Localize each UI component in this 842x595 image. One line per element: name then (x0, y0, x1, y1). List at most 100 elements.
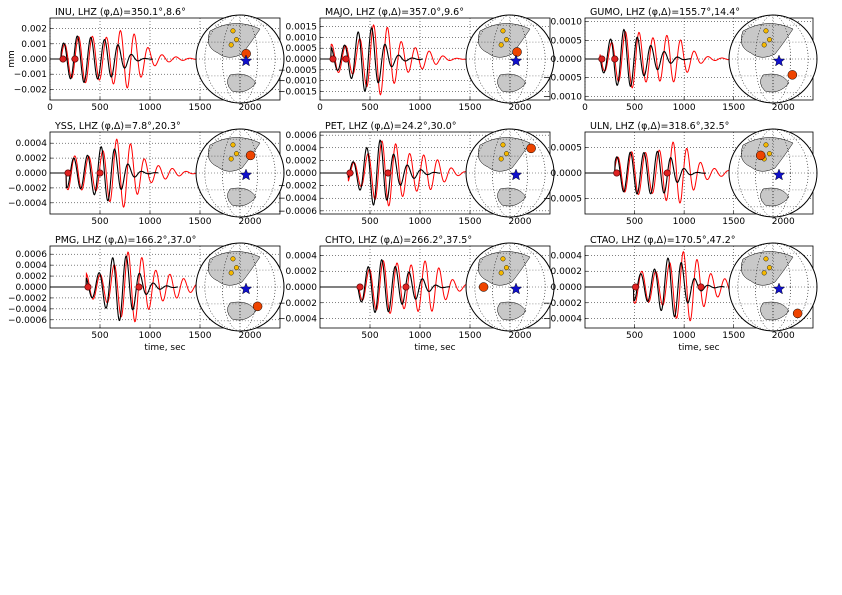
station-marker (526, 143, 536, 154)
y-tick-label: 0.0005 (551, 36, 583, 46)
x-tick-label: 1500 (459, 217, 482, 227)
epicenter-star (239, 282, 253, 295)
station-marker (252, 301, 263, 312)
y-tick-label: 0.0002 (16, 154, 48, 164)
globe-inset (465, 128, 555, 218)
y-tick-label: −0.0002 (8, 184, 47, 194)
phase-marker (632, 283, 640, 291)
x-tick-label: 2000 (509, 217, 532, 227)
station-dot (230, 142, 236, 148)
phase-marker (346, 169, 354, 177)
y-tick-label: −0.0005 (278, 66, 317, 76)
y-tick-label: −0.0004 (8, 305, 47, 315)
panel-chto: 500 1000 1500 2000 0.0004 0.0002 0.0000 −0.0002… (278, 235, 555, 353)
station-marker (512, 47, 522, 57)
panel-title: INU, LHZ (φ,Δ)=350.1°,8.6° (55, 7, 186, 18)
x-axis-label: time, sec (678, 343, 719, 353)
australia-land (227, 73, 257, 93)
x-tick-label: 2000 (772, 331, 795, 341)
station-dot (763, 28, 769, 34)
panel-pmg: 500 1000 1500 20000.00060.00040.00020.0000−… (8, 235, 285, 353)
x-tick-label: 1500 (459, 103, 482, 113)
y-tick-label: −0.0006 (278, 207, 317, 217)
station-dot (763, 142, 769, 148)
x-tick-label: 1000 (139, 103, 162, 113)
phase-marker (697, 283, 705, 291)
x-tick-label: 500 (626, 217, 643, 227)
panel-majo: 0 500 1000 1500 2000 0.00150.00100.00050.0000… (278, 7, 555, 113)
panel-title: CTAO, LHZ (φ,Δ)=170.5°,47.2° (590, 235, 736, 246)
station-dot (228, 156, 234, 162)
x-tick-label: 1500 (722, 103, 745, 113)
y-tick-label: −0.0005 (543, 74, 582, 84)
y-tick-label: −0.0010 (543, 92, 582, 102)
y-tick-label: −0.0005 (543, 195, 582, 205)
australia-land (497, 301, 527, 321)
y-tick-label: 0.0000 (551, 169, 583, 179)
panel-yss: 500 1000 1500 2000 0.0004 0.0002 0.0000 −0.0002… (8, 121, 285, 227)
phase-marker (64, 169, 72, 177)
x-tick-label: 2000 (772, 217, 795, 227)
australia-land (497, 73, 527, 93)
y-tick-label: 0.0000 (16, 283, 48, 293)
station-dot (233, 37, 239, 43)
phase-marker (402, 283, 410, 291)
meridian (222, 242, 258, 332)
australia-land (760, 187, 790, 207)
station-dot (230, 256, 236, 262)
x-tick-label: 1000 (139, 217, 162, 227)
station-dot (500, 142, 506, 148)
x-tick-label: 1000 (139, 331, 162, 341)
epicenter-star (509, 54, 523, 67)
globe-inset (465, 14, 555, 104)
meridian (204, 242, 276, 332)
y-tick-label: 0.0002 (551, 267, 583, 277)
y-tick-label: 0.0015 (286, 23, 318, 33)
station-dot (763, 256, 769, 262)
panel-title: GUMO, LHZ (φ,Δ)=155.7°,14.4° (590, 7, 740, 18)
phase-marker (356, 283, 364, 291)
x-tick-label: 1000 (673, 217, 696, 227)
meridian (204, 128, 276, 218)
x-tick-label: 1500 (722, 331, 745, 341)
panel-uln: 500 1000 1500 2000 0.0005 0.0000 −0.0005 ULN, L… (543, 121, 818, 227)
y-tick-label: 0.0006 (16, 250, 48, 260)
station-dot (500, 28, 506, 34)
panel-ctao: 500 1000 1500 2000 0.0004 0.0002 0.0000 −0.0002… (543, 235, 818, 353)
meridian (492, 242, 528, 332)
x-tick-label: 1000 (409, 331, 432, 341)
observed-trace (50, 35, 153, 84)
x-tick-label: 2000 (239, 331, 262, 341)
y-tick-label: 0.0004 (16, 139, 48, 149)
epicenter-star (772, 54, 786, 67)
epicenter-star (239, 168, 253, 181)
x-tick-label: 1500 (189, 331, 212, 341)
station-dot (228, 270, 234, 276)
australia-land (497, 187, 527, 207)
y-tick-label: 0.0010 (286, 33, 318, 43)
phase-marker (342, 55, 350, 63)
panel-pet: 500 1000 1500 2000 0.0006 0.0004 0.0002 0.0000 −… (278, 121, 555, 227)
station-dot (503, 151, 509, 157)
globe-inset (465, 242, 555, 332)
x-tick-label: 500 (361, 217, 378, 227)
station-dot (503, 265, 509, 271)
station-marker (478, 282, 489, 292)
y-tick-label: 0.002 (21, 25, 47, 35)
station-marker (755, 150, 766, 161)
meridian (492, 14, 528, 104)
phase-marker (329, 55, 337, 63)
meridian (737, 14, 809, 104)
y-tick-label: 0.0004 (286, 251, 318, 261)
station-dot (233, 265, 239, 271)
x-tick-label: 500 (361, 103, 378, 113)
x-tick-label: 2000 (239, 103, 262, 113)
meridian (474, 128, 546, 218)
globe-inset (728, 128, 818, 218)
y-tick-label: −0.0002 (278, 299, 317, 309)
phase-marker (384, 169, 392, 177)
y-tick-label: 0.0005 (286, 44, 318, 54)
x-tick-label: 500 (91, 217, 108, 227)
phase-marker (611, 55, 619, 63)
